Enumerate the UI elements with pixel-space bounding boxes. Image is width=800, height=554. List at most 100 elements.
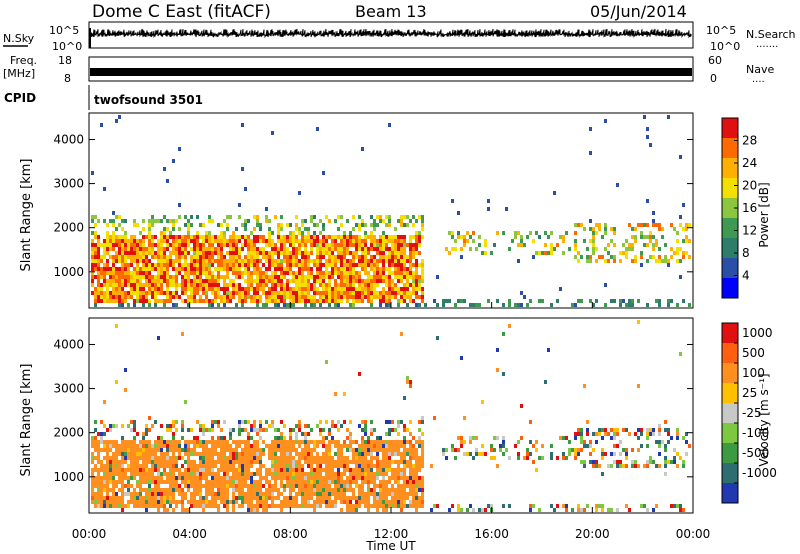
heatmap-cell xyxy=(232,504,235,508)
heatmap-cell xyxy=(289,255,292,259)
heatmap-cell xyxy=(655,243,658,247)
heatmap-cell xyxy=(223,468,226,472)
heatmap-cell xyxy=(286,251,289,255)
heatmap-cell xyxy=(328,504,331,508)
heatmap-cell xyxy=(112,468,115,472)
heatmap-cell xyxy=(289,448,292,452)
heatmap-cell xyxy=(484,239,487,243)
heatmap-cell xyxy=(232,448,235,452)
heatmap-cell xyxy=(310,484,313,488)
heatmap-cell xyxy=(193,255,196,259)
heatmap-cell xyxy=(247,283,250,287)
heatmap-cell xyxy=(274,484,277,488)
heatmap-cell xyxy=(121,235,124,239)
heatmap-cell xyxy=(376,508,379,512)
heatmap-cell xyxy=(298,251,301,255)
heatmap-cell xyxy=(166,488,169,492)
heatmap-cell xyxy=(244,295,247,299)
heatmap-cell xyxy=(403,492,406,496)
heatmap-cell xyxy=(97,488,100,492)
heatmap-cell xyxy=(571,448,574,452)
heatmap-cell xyxy=(172,432,175,436)
heatmap-cell xyxy=(544,243,547,247)
heatmap-cell xyxy=(205,444,208,448)
heatmap-cell xyxy=(418,484,421,488)
heatmap-cell xyxy=(274,279,277,283)
heatmap-cell xyxy=(469,303,472,307)
heatmap-cell xyxy=(157,460,160,464)
heatmap-cell xyxy=(298,291,301,295)
heatmap-cell xyxy=(169,219,172,223)
heatmap-cell xyxy=(406,440,409,444)
heatmap-cell xyxy=(532,239,535,243)
heatmap-cell xyxy=(91,239,94,243)
heatmap-cell xyxy=(403,239,406,243)
heatmap-cell xyxy=(517,303,520,307)
heatmap-cell xyxy=(124,263,127,267)
heatmap-cell xyxy=(313,279,316,283)
heatmap-cell xyxy=(253,263,256,267)
heatmap-cell xyxy=(292,259,295,263)
heatmap-cell xyxy=(391,468,394,472)
heatmap-cell xyxy=(196,275,199,279)
heatmap-cell xyxy=(196,464,199,468)
heatmap-cell xyxy=(199,484,202,488)
heatmap-cell xyxy=(232,267,235,271)
heatmap-cell xyxy=(394,267,397,271)
heatmap-cell xyxy=(193,271,196,275)
heatmap-cell xyxy=(175,500,178,504)
heatmap-cell xyxy=(397,476,400,480)
heatmap-cell xyxy=(199,444,202,448)
heatmap-cell xyxy=(112,488,115,492)
heatmap-cell xyxy=(247,295,250,299)
heatmap-cell xyxy=(601,508,604,512)
heatmap-cell xyxy=(370,492,373,496)
heatmap-cell xyxy=(112,295,115,299)
heatmap-cell xyxy=(376,267,379,271)
heatmap-cell xyxy=(298,424,301,428)
heatmap-cell xyxy=(142,295,145,299)
heatmap-cell xyxy=(574,456,577,460)
heatmap-cell xyxy=(580,460,583,464)
heatmap-cell xyxy=(190,504,193,508)
heatmap-cell xyxy=(301,251,304,255)
heatmap-cell xyxy=(412,291,415,295)
heatmap-cell xyxy=(469,440,472,444)
heatmap-cell xyxy=(325,420,328,424)
heatmap-cell xyxy=(388,295,391,299)
heatmap-cell xyxy=(115,492,118,496)
heatmap-cell xyxy=(127,476,130,480)
heatmap-cell xyxy=(160,476,163,480)
heatmap-cell xyxy=(235,460,238,464)
heatmap-cell xyxy=(322,484,325,488)
heatmap-cell xyxy=(376,243,379,247)
heatmap-cell xyxy=(406,428,409,432)
heatmap-cell xyxy=(151,251,154,255)
heatmap-cell xyxy=(613,227,616,231)
heatmap-cell xyxy=(298,239,301,243)
heatmap-cell xyxy=(361,251,364,255)
heatmap-cell xyxy=(160,255,163,259)
heatmap-cell xyxy=(373,219,376,223)
heatmap-cell xyxy=(502,504,505,508)
heatmap-cell xyxy=(367,251,370,255)
heatmap-cell xyxy=(496,299,499,303)
heatmap-cell xyxy=(202,460,205,464)
heatmap-cell xyxy=(352,448,355,452)
heatmap-cell xyxy=(244,223,247,227)
heatmap-cell xyxy=(403,436,406,440)
heatmap-cell xyxy=(337,295,340,299)
heatmap-cell xyxy=(526,235,529,239)
heatmap-cell xyxy=(607,259,610,263)
heatmap-cell xyxy=(262,476,265,480)
heatmap-cell xyxy=(592,303,595,307)
power-heatmap xyxy=(91,115,691,307)
heatmap-cell xyxy=(154,219,157,223)
heatmap-cell xyxy=(280,464,283,468)
heatmap-cell xyxy=(295,500,298,504)
heatmap-cell xyxy=(271,295,274,299)
heatmap-cell xyxy=(289,480,292,484)
heatmap-cell xyxy=(676,303,679,307)
heatmap-cell xyxy=(316,472,319,476)
heatmap-cell xyxy=(172,444,175,448)
